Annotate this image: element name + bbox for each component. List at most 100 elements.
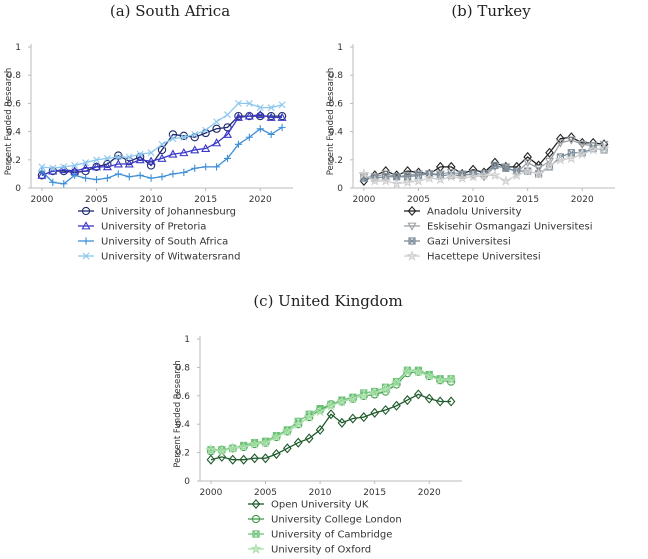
legend-marker (82, 252, 90, 260)
data-point (234, 111, 243, 121)
data-point (277, 111, 287, 121)
data-point (325, 399, 337, 411)
data-point (190, 145, 200, 154)
x-tick-label: 2020 (571, 195, 594, 205)
data-point (401, 176, 414, 188)
data-point (244, 111, 254, 120)
legend-item: Anadolu University (404, 205, 522, 218)
data-point (157, 153, 167, 162)
legend-item: Open University UK (248, 498, 369, 511)
data-point (136, 171, 144, 179)
data-point (392, 400, 401, 411)
data-point (223, 154, 232, 162)
y-tick-label: 0.4 (7, 128, 22, 138)
data-point (157, 145, 167, 155)
data-point (277, 112, 287, 121)
data-point (434, 374, 446, 386)
data-point (147, 174, 155, 182)
data-point (283, 443, 292, 454)
data-point (337, 417, 347, 428)
x-tick-label: 2005 (85, 195, 108, 205)
legend-label: Anadolu University (427, 207, 522, 218)
legend-label: University of South Africa (101, 237, 228, 248)
data-point (212, 124, 221, 133)
data-point (256, 104, 264, 112)
legend-item: Eskisehir Osmangazi Universitesi (404, 222, 593, 233)
data-point (168, 149, 178, 158)
data-point (222, 129, 233, 138)
data-point (49, 178, 57, 186)
chart-panel: 0 0.2 0.4 0.6 0.8 1 2000 2005 2010 2015 2020 Percen… (4, 43, 293, 263)
chart-title: (a) South Africa (110, 2, 230, 20)
data-point (267, 130, 275, 139)
legend-marker (408, 237, 416, 245)
legend-item: University of Pretoria (78, 221, 206, 233)
data-point (358, 167, 370, 179)
legend-marker (252, 530, 260, 538)
data-point (190, 133, 199, 142)
data-point (38, 167, 46, 175)
data-point (71, 161, 79, 169)
data-point (336, 395, 348, 407)
data-point (267, 104, 275, 112)
data-point (456, 172, 468, 183)
data-point (91, 162, 102, 171)
x-tick-label: 2015 (516, 195, 539, 205)
data-point (103, 174, 112, 182)
data-point (272, 448, 281, 460)
data-point (544, 157, 555, 166)
legend-marker (407, 205, 417, 217)
data-point (114, 153, 122, 161)
data-point (146, 156, 156, 165)
chart-panel: 0 0.2 0.4 0.6 0.8 1 2000 2005 2010 2015 2020 Percen… (173, 335, 462, 556)
data-point (491, 161, 499, 170)
data-point (565, 152, 578, 164)
data-point (390, 377, 403, 388)
data-point (555, 139, 565, 148)
legend-item: University of Johannesburg (78, 207, 236, 218)
data-point (213, 118, 221, 126)
data-point (206, 454, 216, 465)
data-point (158, 140, 166, 148)
data-point (511, 169, 523, 181)
y-axis-label: Percent Funded Research (326, 68, 336, 176)
data-point (259, 436, 272, 448)
data-point (554, 153, 567, 165)
data-point (379, 384, 392, 395)
x-tick-label: 2015 (363, 488, 386, 498)
data-point (135, 155, 145, 164)
data-point (390, 177, 403, 189)
data-point (201, 143, 211, 152)
legend-marker (81, 206, 91, 216)
data-point (136, 152, 145, 162)
series (358, 142, 610, 189)
data-point (278, 101, 286, 109)
data-point (103, 154, 111, 162)
data-point (82, 159, 90, 167)
data-point (347, 392, 359, 404)
legend-item: University of Witwatersrand (78, 252, 240, 263)
data-point (543, 159, 556, 171)
y-axis-label: Percent Funded Research (173, 360, 183, 468)
data-point (191, 130, 199, 138)
data-point (577, 140, 587, 150)
data-point (401, 365, 414, 377)
legend-marker (407, 222, 417, 231)
data-point (93, 156, 100, 164)
data-point (534, 164, 544, 173)
data-point (598, 142, 610, 154)
data-point (359, 175, 369, 186)
series (206, 367, 456, 456)
series-line (41, 114, 283, 176)
data-point (326, 409, 336, 420)
series (38, 99, 286, 172)
data-point (136, 150, 144, 158)
data-point (281, 425, 294, 437)
data-point (233, 112, 243, 121)
data-point (205, 443, 217, 455)
data-point (37, 170, 47, 179)
data-point (224, 111, 231, 119)
legend-marker (81, 221, 91, 230)
data-point (445, 374, 457, 386)
